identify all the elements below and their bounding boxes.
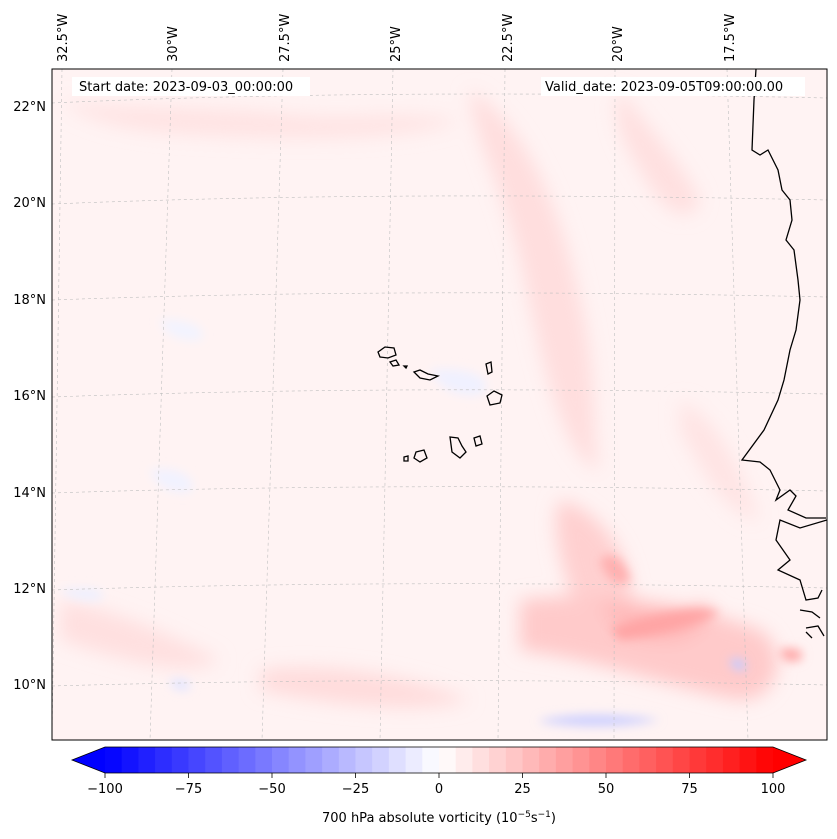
- colorbar-cell: [205, 747, 223, 773]
- lon-label-27-5w: 27.5°W: [278, 14, 293, 62]
- latitude-labels: 22°N 20°N 18°N 16°N 14°N 12°N 10°N: [13, 100, 46, 693]
- cape-verde-boa-vista: [486, 390, 503, 406]
- colorbar-cell: [171, 747, 189, 773]
- colorbar-tick-m50: −50: [258, 782, 285, 797]
- colorbar-extend-min: [72, 747, 105, 773]
- colorbar-cell: [505, 747, 523, 773]
- cape-verde-santo-antao: [377, 346, 397, 359]
- colorbar-cell: [489, 747, 507, 773]
- colorbar-cell: [622, 747, 640, 773]
- lat-label-10n: 10°N: [13, 678, 46, 693]
- colorbar-cell: [372, 747, 390, 773]
- colorbar-cell: [355, 747, 373, 773]
- colorbar-cell: [572, 747, 590, 773]
- start-date-label: Start date: 2023-09-03_00:00:00: [79, 80, 293, 95]
- map-frame: [51, 68, 828, 741]
- colorbar-cell: [255, 747, 273, 773]
- lon-label-32-5w: 32.5°W: [56, 14, 71, 62]
- colorbar-cell: [522, 747, 540, 773]
- west-africa-coast: [740, 69, 827, 639]
- colorbar-tick-0: 0: [435, 782, 443, 797]
- start-date-box: [72, 77, 310, 96]
- cape-verde-santa-luzia: [402, 365, 409, 370]
- colorbar-tick-100: 100: [761, 782, 786, 797]
- cape-verde-santiago: [449, 436, 467, 459]
- colorbar-cell: [221, 747, 239, 773]
- colorbar-tick-25: 25: [514, 782, 531, 797]
- cape-verde-sal: [485, 361, 493, 375]
- colorbar: −100 −75 −50 −25 0 25 50 75 100 700 hPa …: [70, 746, 808, 826]
- colorbar-cell: [322, 747, 340, 773]
- lon-label-25w: 25°W: [389, 26, 404, 62]
- lat-label-14n: 14°N: [13, 486, 46, 501]
- longitude-labels: 32.5°W 30°W 27.5°W 25°W 22.5°W 20°W 17.5…: [56, 14, 738, 62]
- strong-positive-streaks: [600, 555, 803, 662]
- gridlines: [52, 69, 827, 740]
- colorbar-tick-m75: −75: [175, 782, 202, 797]
- colorbar-tick-50: 50: [598, 782, 615, 797]
- colorbar-cell: [305, 747, 323, 773]
- lat-label-12n: 12°N: [13, 582, 46, 597]
- colorbar-cell: [539, 747, 557, 773]
- colorbar-tick-75: 75: [681, 782, 698, 797]
- colorbar-cell: [138, 747, 156, 773]
- valid-date-label: Valid_date: 2023-09-05T09:00:00.00: [545, 80, 783, 95]
- colorbar-tick-m100: −100: [87, 782, 123, 797]
- valid-date-box: [541, 77, 805, 96]
- colorbar-cell: [188, 747, 206, 773]
- lat-label-18n: 18°N: [13, 293, 46, 308]
- colorbar-cell: [606, 747, 624, 773]
- colorbar-cell: [706, 747, 724, 773]
- colorbar-cell: [121, 747, 139, 773]
- lon-label-20w: 20°W: [611, 26, 626, 62]
- colorbar-title: 700 hPa absolute vorticity (10−5s−1): [322, 810, 556, 826]
- colorbar-cell: [155, 747, 173, 773]
- colorbar-cell: [338, 747, 356, 773]
- lon-label-30w: 30°W: [166, 26, 181, 62]
- colorbar-cell: [238, 747, 256, 773]
- colorbar-cells: [72, 747, 806, 773]
- colorbar-cell: [388, 747, 406, 773]
- colorbar-cell: [639, 747, 657, 773]
- colorbar-cell: [405, 747, 423, 773]
- colorbar-cell: [455, 747, 473, 773]
- colorbar-cell: [756, 747, 774, 773]
- colorbar-extend-max: [773, 747, 806, 773]
- colorbar-cell: [689, 747, 707, 773]
- cape-verde-maio: [473, 435, 483, 447]
- map-panel: Start date: 2023-09-03_00:00:00 Valid_da…: [52, 69, 827, 740]
- colorbar-cell: [739, 747, 757, 773]
- colorbar-cell: [272, 747, 290, 773]
- colorbar-cell: [439, 747, 457, 773]
- cape-verde-fogo: [413, 449, 428, 463]
- lat-label-22n: 22°N: [13, 100, 46, 115]
- colorbar-cell: [105, 747, 123, 773]
- lat-label-20n: 20°N: [13, 196, 46, 211]
- negative-patches: [60, 319, 746, 727]
- colorbar-cell: [722, 747, 740, 773]
- colorbar-cell: [555, 747, 573, 773]
- colorbar-tick-m25: −25: [342, 782, 369, 797]
- cape-verde-brava: [403, 455, 409, 462]
- colorbar-cell: [589, 747, 607, 773]
- colorbar-cell: [288, 747, 306, 773]
- colorbar-cell: [672, 747, 690, 773]
- colorbar-cell: [656, 747, 674, 773]
- colorbar-cell: [422, 747, 440, 773]
- lon-label-17-5w: 17.5°W: [723, 14, 738, 62]
- lat-label-16n: 16°N: [13, 389, 46, 404]
- lon-label-22-5w: 22.5°W: [501, 14, 516, 62]
- colorbar-ticks: [104, 773, 774, 778]
- colorbar-cell: [472, 747, 490, 773]
- cape-verde-sao-nicolau: [412, 369, 440, 381]
- coastline: [377, 69, 827, 639]
- cape-verde-sao-vicente: [388, 359, 401, 367]
